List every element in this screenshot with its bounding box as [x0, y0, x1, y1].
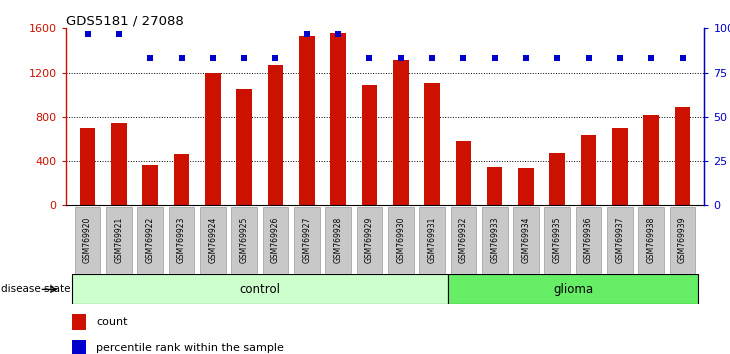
Text: GSM769926: GSM769926	[271, 217, 280, 263]
FancyBboxPatch shape	[513, 207, 539, 274]
Point	[551, 56, 563, 61]
FancyBboxPatch shape	[638, 207, 664, 274]
Text: GSM769921: GSM769921	[115, 217, 123, 263]
Point	[395, 56, 407, 61]
FancyBboxPatch shape	[356, 207, 383, 274]
Text: GSM769937: GSM769937	[615, 217, 624, 263]
Text: GSM769927: GSM769927	[302, 217, 311, 263]
Bar	[330, 33, 346, 205]
Point	[583, 56, 594, 61]
Text: GSM769935: GSM769935	[553, 217, 562, 263]
Text: GSM769922: GSM769922	[146, 217, 155, 263]
Point	[269, 56, 281, 61]
Point	[614, 56, 626, 61]
Point	[677, 56, 688, 61]
FancyBboxPatch shape	[388, 207, 414, 274]
Text: GSM769932: GSM769932	[459, 217, 468, 263]
Point	[207, 56, 219, 61]
Point	[645, 56, 657, 61]
FancyBboxPatch shape	[607, 207, 633, 274]
FancyBboxPatch shape	[106, 207, 132, 274]
Text: GSM769928: GSM769928	[334, 217, 342, 263]
FancyBboxPatch shape	[200, 207, 226, 274]
Text: disease state: disease state	[1, 284, 70, 295]
Bar	[80, 128, 96, 205]
Text: GSM769939: GSM769939	[678, 217, 687, 263]
Bar	[299, 36, 315, 205]
Text: GSM769925: GSM769925	[239, 217, 249, 263]
Bar	[550, 153, 565, 205]
Point	[113, 31, 125, 36]
Point	[364, 56, 375, 61]
Text: GDS5181 / 27088: GDS5181 / 27088	[66, 14, 183, 27]
Text: GSM769938: GSM769938	[647, 217, 656, 263]
Bar	[393, 61, 409, 205]
Text: GSM769934: GSM769934	[521, 217, 531, 263]
Text: percentile rank within the sample: percentile rank within the sample	[96, 343, 284, 353]
FancyBboxPatch shape	[169, 207, 194, 274]
Bar	[612, 128, 628, 205]
FancyBboxPatch shape	[576, 207, 602, 274]
FancyBboxPatch shape	[669, 207, 696, 274]
Bar	[174, 154, 189, 205]
Point	[82, 31, 93, 36]
Bar	[72, 274, 447, 304]
Text: glioma: glioma	[553, 283, 593, 296]
FancyBboxPatch shape	[74, 207, 101, 274]
FancyBboxPatch shape	[263, 207, 288, 274]
Point	[520, 56, 532, 61]
FancyBboxPatch shape	[137, 207, 163, 274]
Bar	[142, 166, 158, 205]
Text: GSM769920: GSM769920	[83, 217, 92, 263]
Text: GSM769929: GSM769929	[365, 217, 374, 263]
Point	[426, 56, 438, 61]
Text: GSM769936: GSM769936	[584, 217, 593, 263]
Bar	[361, 85, 377, 205]
Bar	[487, 167, 502, 205]
Text: GSM769923: GSM769923	[177, 217, 186, 263]
Bar	[447, 274, 698, 304]
Bar	[268, 65, 283, 205]
Point	[489, 56, 501, 61]
Bar	[205, 73, 220, 205]
Text: GSM769933: GSM769933	[490, 217, 499, 263]
Bar	[72, 340, 86, 354]
Bar	[237, 89, 252, 205]
FancyBboxPatch shape	[231, 207, 257, 274]
Bar	[456, 141, 471, 205]
Point	[145, 56, 156, 61]
Bar	[111, 124, 127, 205]
FancyBboxPatch shape	[419, 207, 445, 274]
FancyBboxPatch shape	[450, 207, 476, 274]
Point	[238, 56, 250, 61]
Text: GSM769930: GSM769930	[396, 217, 405, 263]
Bar	[643, 115, 659, 205]
Point	[332, 31, 344, 36]
Text: count: count	[96, 317, 128, 327]
FancyBboxPatch shape	[545, 207, 570, 274]
Point	[176, 56, 188, 61]
Point	[301, 31, 312, 36]
Bar	[424, 82, 440, 205]
Bar	[675, 107, 691, 205]
Text: GSM769924: GSM769924	[208, 217, 218, 263]
Bar	[581, 135, 596, 205]
FancyBboxPatch shape	[294, 207, 320, 274]
FancyBboxPatch shape	[326, 207, 351, 274]
Bar	[72, 314, 86, 330]
Text: control: control	[239, 283, 280, 296]
FancyBboxPatch shape	[482, 207, 507, 274]
Bar	[518, 168, 534, 205]
Text: GSM769931: GSM769931	[428, 217, 437, 263]
Point	[458, 56, 469, 61]
